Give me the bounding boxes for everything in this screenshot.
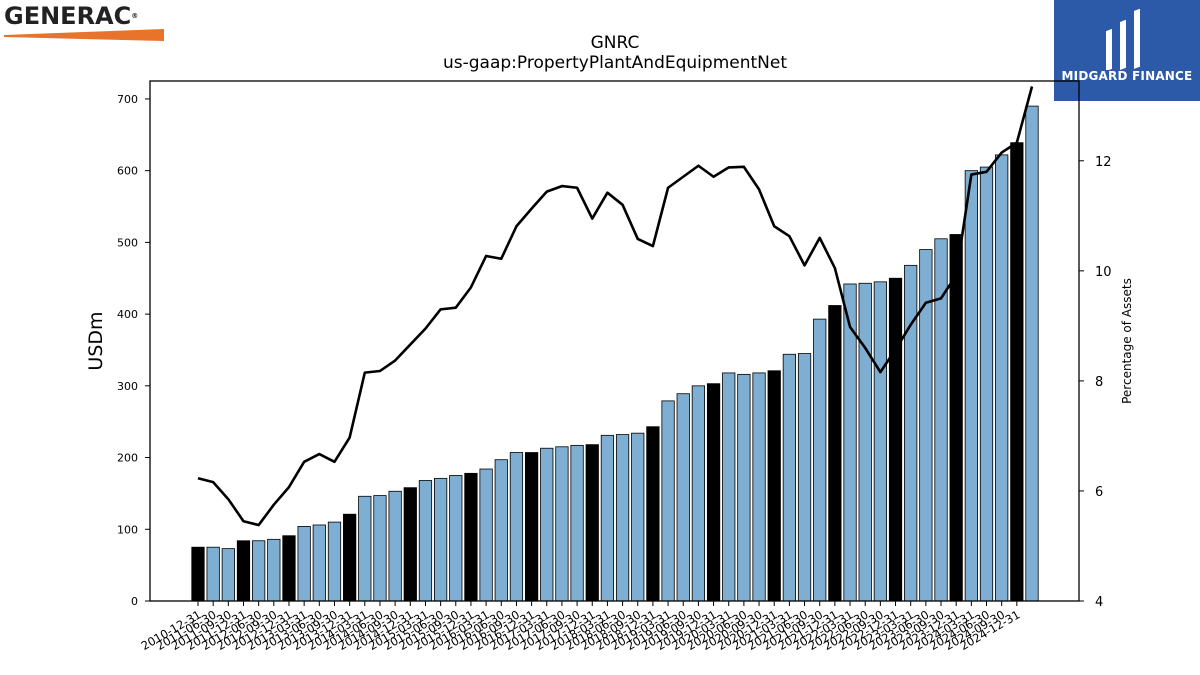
bar-2012-06-30 [252, 540, 266, 602]
bar-2020-03-31 [722, 372, 736, 602]
ytick-label-400: 400 [117, 308, 138, 321]
ytick-right-label-10: 10 [1095, 265, 1112, 280]
bar-2016-09-30 [509, 452, 524, 602]
bar-2015-09-30 [449, 475, 463, 602]
bar-55 [1025, 105, 1039, 602]
bar-2019-06-30 [676, 393, 690, 602]
bar-2024-06-30 [979, 166, 994, 602]
bar-2022-09-30 [873, 281, 887, 602]
y-axis-right-label: Percentage of Assets [1120, 278, 1134, 404]
bar-2021-09-30 [813, 318, 827, 602]
bar-2016-03-31 [479, 468, 493, 602]
bar-2019-09-30 [691, 385, 706, 602]
bar-2011-12-31 [236, 540, 251, 602]
line-group [197, 86, 1034, 527]
bar-2024-03-31 [964, 170, 978, 602]
bar-2010-12-31 [191, 546, 205, 602]
bar-2014-03-31 [358, 495, 372, 602]
ytick-label-0: 0 [131, 595, 138, 608]
bar-2018-12-31 [646, 426, 660, 602]
generac-logo: GENERAC® [4, 4, 172, 44]
ytick-label-500: 500 [117, 236, 138, 249]
bar-2021-12-31 [828, 305, 842, 602]
bar-2018-06-30 [615, 434, 630, 602]
ytick-label-600: 600 [117, 165, 138, 178]
bar-2023-03-31 [904, 264, 918, 602]
bar-2024-12-31 [1010, 142, 1024, 602]
logo-left-mark: ® [131, 12, 139, 20]
logo-swoosh-icon [4, 29, 164, 41]
ytick-right-label-8: 8 [1095, 375, 1103, 390]
bar-2022-06-30 [858, 282, 872, 602]
bar-2018-09-30 [631, 432, 645, 602]
bar-2024-09-30 [995, 154, 1009, 602]
bar-2020-09-30 [752, 372, 766, 602]
bar-2013-03-31 [297, 526, 311, 602]
ytick-label-200: 200 [117, 452, 138, 465]
bar-2022-12-31 [888, 277, 903, 602]
bar-2023-12-31 [949, 234, 963, 602]
bar-2013-12-31 [343, 513, 357, 602]
midgard-finance-logo: MIDGARD FINANCE [1054, 0, 1200, 101]
ytick-right-label-4: 4 [1095, 595, 1103, 610]
bar-2016-12-31 [524, 452, 539, 602]
logo-left-text: GENERAC [4, 2, 132, 30]
midgard-emblem-icon [1106, 8, 1140, 70]
bar-2013-06-30 [312, 524, 326, 602]
bar-2021-03-31 [782, 353, 796, 602]
axes-group: 010020030040050060070046810122010-12-312… [85, 80, 1134, 653]
chart-subtitle: us-gaap:PropertyPlantAndEquipmentNet [443, 53, 787, 73]
logo-right-text: MIDGARD FINANCE [1061, 69, 1193, 83]
series-line [197, 86, 1034, 527]
ytick-right-label-12: 12 [1095, 155, 1112, 170]
bar-2019-03-31 [661, 400, 675, 602]
bar-2017-09-30 [570, 444, 584, 602]
bar-2017-03-31 [540, 447, 554, 602]
bar-2012-12-31 [282, 535, 296, 602]
bar-2021-06-30 [797, 353, 812, 602]
bar-2011-06-30 [206, 546, 220, 602]
plot-frame [149, 80, 1080, 602]
bar-2014-12-31 [403, 487, 417, 602]
y-axis-label: USDm [85, 311, 107, 370]
chart-title: GNRC [590, 33, 640, 53]
bar-2017-12-31 [585, 444, 599, 602]
ytick-label-300: 300 [117, 380, 138, 393]
bar-2015-06-30 [433, 477, 448, 602]
bar-2019-12-31 [706, 383, 721, 602]
bar-2018-03-31 [600, 434, 615, 602]
bar-2013-09-30 [327, 521, 342, 602]
bar-2014-09-30 [388, 490, 402, 602]
bar-2020-06-30 [737, 373, 751, 602]
ytick-label-700: 700 [117, 93, 138, 106]
bar-2015-12-31 [464, 472, 478, 602]
bar-2014-06-30 [373, 495, 387, 602]
ytick-label-100: 100 [117, 523, 138, 536]
bar-2016-06-30 [494, 459, 508, 602]
bar-2017-06-30 [555, 446, 569, 602]
bar-group [191, 105, 1039, 602]
bar-2020-12-31 [767, 370, 781, 602]
ytick-right-label-6: 6 [1095, 485, 1103, 500]
bar-2011-09-30 [221, 548, 235, 602]
bar-2015-03-31 [418, 480, 433, 602]
bar-2012-09-30 [267, 538, 281, 602]
